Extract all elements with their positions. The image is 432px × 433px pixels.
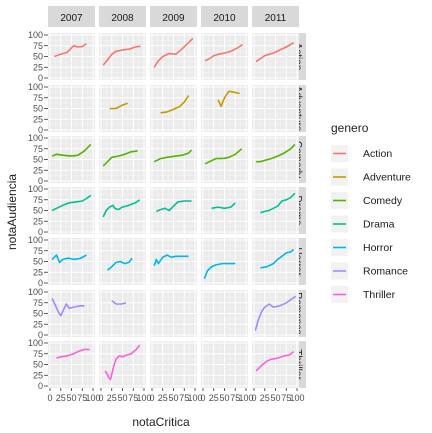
legend-label-adventure: Adventure <box>363 172 411 184</box>
x-tick-label: 25 <box>158 393 168 403</box>
y-tick-label: 100 <box>28 287 43 297</box>
y-tick-label: 75 <box>33 144 43 154</box>
y-tick-label: 100 <box>28 338 43 348</box>
y-tick-label: 25 <box>33 114 43 124</box>
y-tick-label: 50 <box>33 257 43 267</box>
panels-layer: 20072008200920102011ActionAdventureComed… <box>28 6 306 403</box>
y-tick-label: 75 <box>33 246 43 256</box>
y-tick-label: 100 <box>28 184 43 194</box>
x-tick-label: 50 <box>219 393 229 403</box>
x-tick-label: 25 <box>260 393 270 403</box>
x-axis-title: notaCritica <box>132 415 190 429</box>
y-tick-label: 50 <box>33 309 43 319</box>
y-tick-label: 25 <box>33 370 43 380</box>
y-tick-label: 75 <box>33 93 43 103</box>
y-tick-label: 75 <box>33 195 43 205</box>
x-tick-label: 100 <box>289 393 304 403</box>
column-strip-label: 2007 <box>60 13 83 24</box>
y-tick-label: 100 <box>28 82 43 92</box>
y-tick-label: 75 <box>33 41 43 51</box>
y-tick-label: 75 <box>33 298 43 308</box>
legend-label-comedy: Comedy <box>363 195 403 207</box>
y-tick-label: 0 <box>38 381 43 391</box>
column-strip-label: 2010 <box>213 13 236 24</box>
x-tick-label: 50 <box>168 393 178 403</box>
x-tick-label: 25 <box>56 393 66 403</box>
y-tick-label: 25 <box>33 165 43 175</box>
y-tick-label: 50 <box>33 104 43 114</box>
y-tick-label: 50 <box>33 206 43 216</box>
legend-label-thriller: Thriller <box>363 289 396 301</box>
y-tick-label: 50 <box>33 155 43 165</box>
y-tick-label: 50 <box>33 360 43 370</box>
column-strip-label: 2011 <box>265 13 287 24</box>
x-tick-label: 0 <box>149 393 154 403</box>
x-tick-label: 0 <box>200 393 205 403</box>
y-tick-label: 25 <box>33 216 43 226</box>
y-tick-label: 75 <box>33 349 43 359</box>
x-tick-label: 50 <box>270 393 280 403</box>
y-tick-label: 100 <box>28 235 43 245</box>
legend-label-action: Action <box>363 148 392 160</box>
x-tick-label: 0 <box>47 393 52 403</box>
x-tick-label: 25 <box>209 393 219 403</box>
x-tick-label: 0 <box>251 393 256 403</box>
column-strip-label: 2008 <box>111 13 134 24</box>
legend-label-drama: Drama <box>363 219 395 231</box>
y-tick-label: 25 <box>33 267 43 277</box>
y-tick-label: 50 <box>33 52 43 62</box>
y-axis-title: notaAudiencia <box>5 174 19 250</box>
legend: genero Action Adventure Comedy Drama Horror R… <box>331 121 411 303</box>
y-tick-label: 100 <box>28 30 43 40</box>
legend-title: genero <box>331 121 369 135</box>
x-tick-label: 25 <box>107 393 117 403</box>
column-strip-label: 2009 <box>162 13 185 24</box>
legend-label-romance: Romance <box>363 266 408 278</box>
x-tick-label: 50 <box>66 393 76 403</box>
x-tick-label: 0 <box>98 393 103 403</box>
x-tick-label: 50 <box>117 393 127 403</box>
y-tick-label: 25 <box>33 62 43 72</box>
legend-label-horror: Horror <box>363 242 393 254</box>
y-tick-label: 25 <box>33 319 43 329</box>
y-tick-label: 100 <box>28 133 43 143</box>
